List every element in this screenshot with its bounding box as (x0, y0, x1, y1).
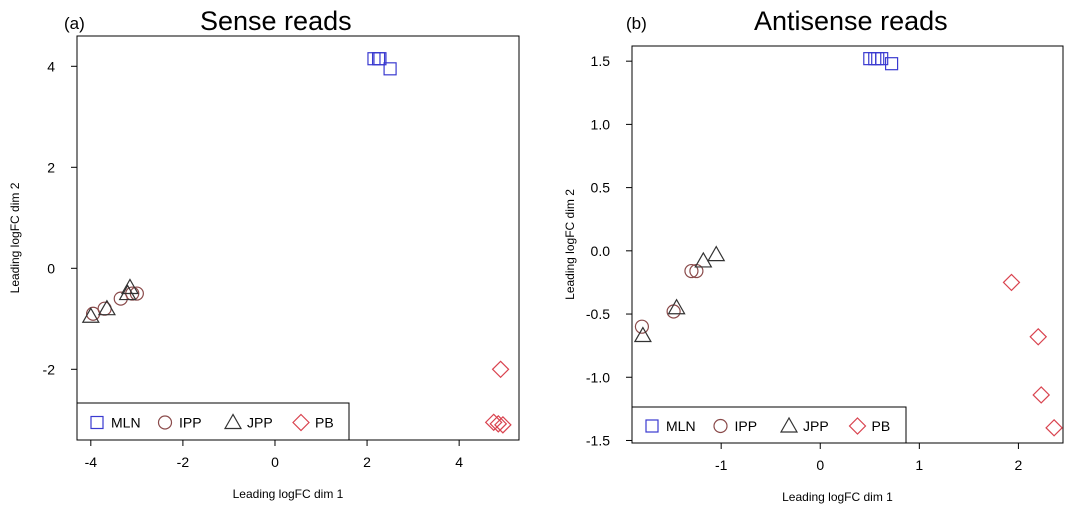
data-point-jpp (81, 307, 100, 323)
panel-label: (a) (64, 14, 85, 33)
x-tick-label: 1 (915, 457, 923, 473)
data-point-pb (489, 414, 508, 433)
data-point-jpp (667, 298, 686, 315)
plot-frame (631, 45, 1064, 444)
data-point-jpp (120, 278, 139, 295)
data-point-pb (1002, 273, 1021, 292)
y-tick-label: 0.0 (591, 243, 611, 259)
y-axis-label: Leading logFC dim 2 (563, 189, 577, 300)
chart-title: Sense reads (200, 6, 352, 36)
legend-marker (779, 416, 799, 433)
data-point-pb (1029, 327, 1048, 346)
legend-marker (90, 415, 104, 430)
y-tick-label: -1.0 (586, 369, 610, 385)
data-point-mln (884, 57, 899, 71)
legend-label: JPP (803, 418, 829, 434)
data-point-jpp (707, 245, 726, 262)
legend-marker (713, 418, 728, 434)
x-axis-label: Leading logFC dim 1 (233, 487, 344, 501)
x-tick-label: 0 (271, 454, 279, 470)
x-axis-label: Leading logFC dim 1 (782, 490, 893, 504)
legend-marker (292, 413, 310, 432)
scatter-plot: -1 0 1 2 1.5 1.0 0.5 0.0 -0.5 -1.0 -1.5 Leading log… (563, 45, 1064, 504)
legend-label: PB (315, 415, 334, 431)
y-tick-label: -2 (43, 361, 56, 377)
data-point-jpp (694, 251, 713, 268)
x-tick-label: -1 (715, 457, 728, 473)
scatter-plot: -4 -2 0 2 4 -2 0 2 4 Leading logFC dim 1 Leading l… (8, 35, 520, 501)
legend-label: IPP (179, 415, 202, 431)
x-tick-label: 0 (816, 457, 824, 473)
legend-box (631, 406, 907, 444)
data-point-mln (875, 52, 889, 66)
legend-marker (157, 415, 173, 430)
legend-box (76, 402, 350, 441)
y-tick-label: 4 (47, 58, 55, 74)
legend-marker (223, 413, 243, 430)
x-tick-label: 4 (455, 454, 463, 470)
legend-marker (645, 419, 659, 433)
data-point-ipp (666, 304, 681, 319)
data-point-pb (1032, 386, 1051, 404)
plot-frame (76, 35, 520, 441)
x-tick-label: -4 (85, 454, 98, 470)
data-point-pb (1045, 418, 1063, 437)
data-point-jpp (118, 284, 137, 301)
y-tick-label: 1.5 (591, 53, 611, 69)
x-tick-label: -2 (177, 454, 190, 470)
x-tick-label: 2 (1015, 457, 1023, 473)
chart-panel-a: (a) Sense reads -4 -2 0 2 4 -2 0 2 4 Leading logF… (8, 6, 520, 501)
legend-label: MLN (111, 415, 141, 431)
data-point-mln (863, 52, 877, 66)
panel-label: (b) (626, 14, 647, 33)
data-point-mln (868, 52, 882, 66)
data-point-pb (491, 360, 510, 379)
chart-title: Antisense reads (754, 6, 948, 36)
data-point-pb (484, 413, 503, 432)
data-point-jpp (97, 299, 116, 316)
x-tick-label: 2 (363, 454, 371, 470)
y-axis-label: Leading logFC dim 2 (8, 182, 22, 293)
data-point-mln (373, 52, 387, 66)
y-tick-label: 0 (47, 260, 55, 276)
data-point-mln (383, 62, 397, 76)
data-point-ipp (684, 263, 699, 279)
data-point-ipp (113, 291, 128, 306)
y-tick-label: -0.5 (586, 306, 610, 322)
chart-panel-b: (b) Antisense reads -1 0 1 2 1.5 1.0 0.5 0.0 -0.… (536, 0, 1072, 506)
data-point-mln (871, 52, 885, 66)
y-tick-label: 2 (47, 159, 55, 175)
legend-label: PB (872, 418, 891, 434)
y-tick-label: -1.5 (586, 432, 610, 448)
legend-label: JPP (247, 415, 273, 431)
y-tick-label: 1.0 (591, 116, 611, 132)
data-point-jpp (633, 326, 652, 343)
legend-marker (848, 417, 867, 435)
data-point-pb (494, 416, 512, 434)
legend-label: IPP (735, 418, 758, 434)
y-tick-label: 0.5 (591, 180, 611, 196)
legend-label: MLN (666, 418, 696, 434)
data-point-ipp (634, 319, 650, 334)
